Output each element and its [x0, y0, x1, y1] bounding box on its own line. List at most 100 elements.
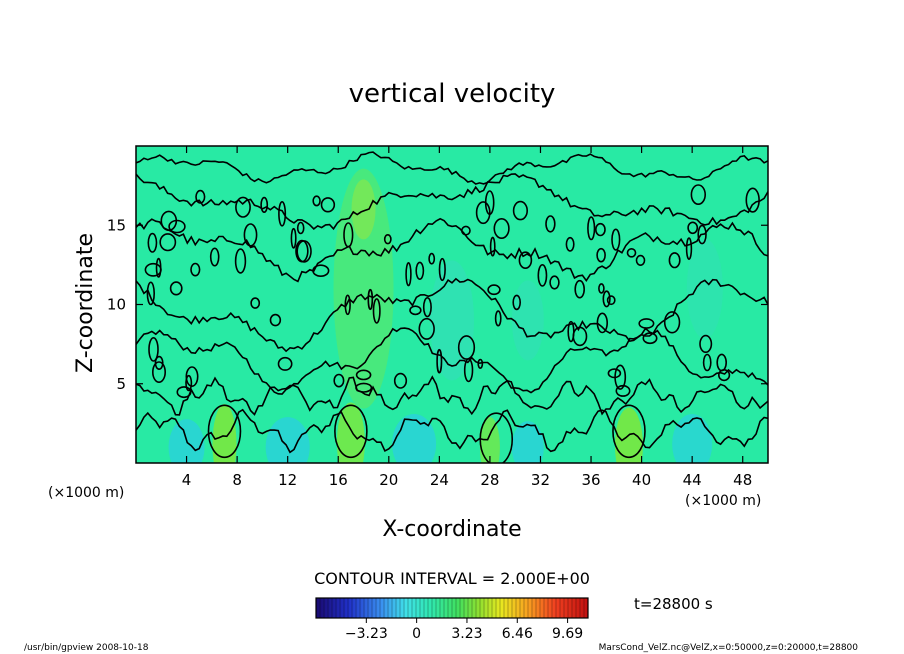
contour-cell: [209, 247, 220, 267]
contour-cell: [422, 297, 432, 318]
x-tick-label: 24: [430, 471, 449, 489]
contour-cell: [487, 284, 501, 296]
contour-cell: [602, 290, 611, 308]
contour-cell: [635, 254, 646, 266]
shade-region: [511, 421, 544, 463]
contour-cell: [154, 355, 164, 371]
shade-region: [333, 168, 394, 409]
contour-cell: [372, 298, 381, 324]
contour-cell: [574, 279, 586, 299]
contour-cell: [234, 248, 247, 274]
contour-cell: [260, 196, 269, 213]
x-tick-label: 8: [232, 471, 242, 489]
contour-line: [136, 151, 768, 185]
x-tick-label: 20: [379, 471, 398, 489]
contour-cell: [567, 320, 575, 343]
contour-cell: [176, 386, 192, 399]
contour-cell: [614, 364, 627, 390]
contour-cell: [493, 218, 510, 240]
contour-line: [136, 217, 768, 283]
contour-cell: [518, 251, 533, 270]
contour-cell: [428, 252, 436, 265]
contour-cell: [606, 295, 616, 306]
shade-region: [351, 179, 376, 240]
shade-region: [265, 417, 310, 463]
contour-cell: [484, 190, 495, 216]
contour-cell: [312, 195, 321, 207]
contour-cell: [685, 237, 693, 261]
y-tick-label: 15: [107, 216, 126, 234]
contour-cell: [549, 275, 560, 290]
contour-cell: [415, 261, 425, 280]
contour-cell: [290, 227, 297, 249]
contour-cell: [146, 281, 156, 306]
contour-cell: [537, 263, 548, 287]
contour-cell: [235, 196, 251, 218]
x-tick-label: 16: [329, 471, 348, 489]
contour-cell: [512, 294, 522, 311]
colorbar: −3.23 0 3.23 6.46 9.69: [315, 597, 589, 642]
contour-cell: [512, 200, 529, 221]
contour-line: [136, 375, 768, 416]
contour-cell: [477, 358, 484, 369]
contour-cell: [296, 240, 312, 263]
contour-line: [136, 277, 768, 353]
contour-cell: [355, 369, 372, 381]
colorbar-tick-label: 6.46: [502, 626, 533, 642]
shade-region: [511, 280, 544, 361]
contour-cell: [152, 361, 167, 384]
contour-cell: [147, 232, 158, 253]
contour-cell: [159, 233, 177, 252]
contour-cell: [333, 373, 345, 388]
time-label: t=28800 s: [634, 595, 713, 613]
contour-cell: [745, 187, 760, 213]
footer-left: /usr/bin/gpview 2008-10-18: [24, 643, 149, 653]
colorbar-tick-label: 0: [412, 626, 421, 642]
x-tick-label: 48: [733, 471, 752, 489]
plot-area: [136, 146, 768, 463]
contour-line: [136, 327, 768, 395]
contour-cell: [690, 184, 706, 206]
colorbar-tick-label: 3.23: [451, 626, 482, 642]
x-tick-label: 4: [182, 471, 192, 489]
contour-cell: [626, 248, 637, 258]
contour-cell: [169, 281, 183, 296]
contour-cell: [409, 305, 422, 316]
contour-cell: [418, 317, 435, 340]
contour-cell: [296, 221, 305, 235]
x-tick-label: 12: [278, 471, 297, 489]
contour-cell: [148, 336, 159, 362]
x-unit-right: (×1000 m): [685, 493, 761, 509]
contour-cell: [393, 372, 408, 389]
contour-cell: [195, 189, 206, 204]
contour-cell: [343, 222, 354, 248]
colorbar-tick-label: −3.23: [345, 626, 388, 642]
x-axis: 4 8 12 16 20 24 28 32 36 40 44 48: [182, 146, 752, 489]
colorbar-tick-label: 9.69: [552, 626, 583, 642]
contour-line: [136, 173, 768, 231]
x-axis-label: X-coordinate: [382, 517, 521, 542]
y-axis-label: Z-coordinate: [73, 233, 98, 373]
contour-cell: [697, 224, 707, 245]
y-axis: 5 10 15: [107, 216, 768, 393]
contour-cell: [155, 257, 162, 278]
contour-cell: [611, 228, 621, 251]
contour-cell: [334, 404, 368, 459]
footer-right: MarsCond_VelZ.nc@VelZ,x=0:50000,z=0:2000…: [599, 643, 859, 653]
contour-cell: [479, 412, 514, 463]
shade-region: [212, 403, 237, 463]
contour-cell: [383, 234, 392, 245]
contour-cell: [595, 222, 606, 237]
contour-cell: [545, 215, 556, 233]
contour-cell: [277, 356, 293, 371]
contour-cell: [355, 382, 373, 393]
contour-cell: [207, 404, 242, 459]
contour-cell: [190, 262, 201, 277]
contour-cell: [320, 197, 336, 213]
contour-cell: [344, 294, 351, 316]
contour-cell: [642, 332, 658, 345]
contour-cell: [436, 348, 443, 374]
contour-cell: [269, 313, 282, 327]
contour-interval-text: CONTOUR INTERVAL = 2.000E+00: [314, 569, 590, 588]
